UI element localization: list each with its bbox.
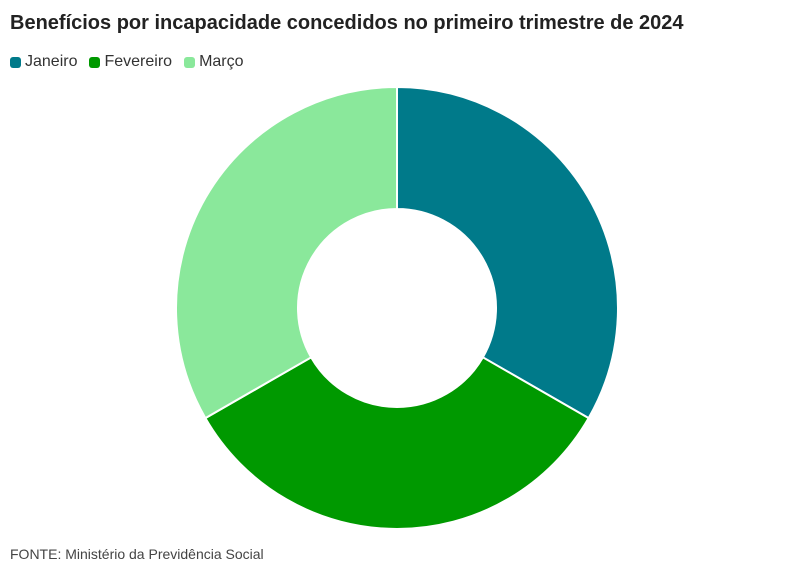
legend-label-fevereiro: Fevereiro bbox=[104, 53, 173, 70]
chart-title: Benefícios por incapacidade concedidos n… bbox=[10, 12, 684, 34]
legend-swatch-janeiro bbox=[10, 56, 21, 68]
legend-swatch-fevereiro bbox=[89, 56, 101, 68]
legend-item-marco[interactable]: Março bbox=[184, 53, 244, 71]
donut-chart bbox=[175, 85, 619, 531]
legend-label-janeiro: Janeiro bbox=[25, 53, 78, 70]
donut-slice-janeiro[interactable] bbox=[396, 85, 619, 420]
legend-swatch-marco bbox=[184, 56, 196, 68]
donut-slice-marco[interactable] bbox=[175, 85, 398, 420]
legend-label-marco: Março bbox=[199, 53, 244, 70]
legend-item-janeiro[interactable]: Janeiro bbox=[10, 53, 77, 71]
source-note: FONTE: Ministério da Previdência Social bbox=[10, 546, 264, 562]
legend-item-fevereiro[interactable]: Fevereiro bbox=[89, 53, 172, 71]
donut-slice-fevereiro[interactable] bbox=[204, 355, 590, 531]
legend: Janeiro Fevereiro Março bbox=[10, 53, 244, 71]
